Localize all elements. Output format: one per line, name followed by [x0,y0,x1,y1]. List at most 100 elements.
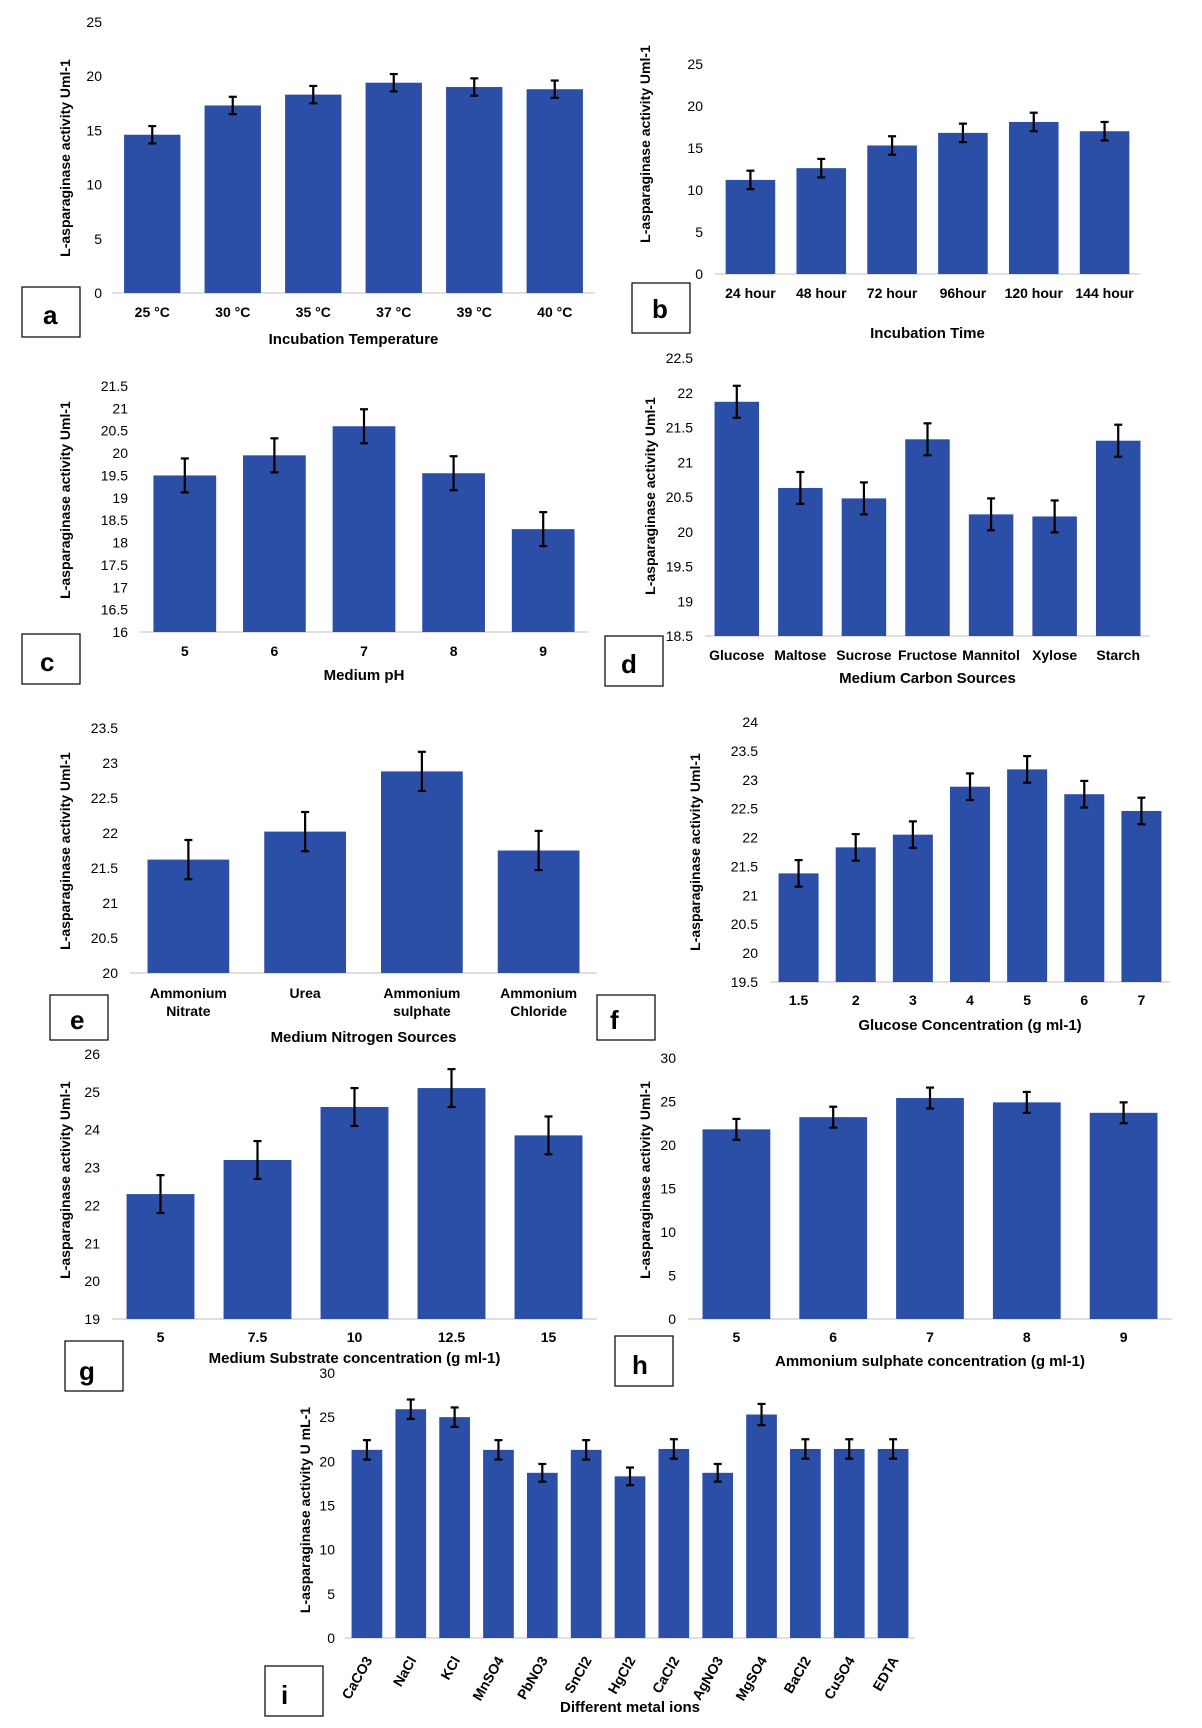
bar [446,87,503,293]
bar [483,1449,514,1638]
bar [153,475,217,632]
x-tick-label: Sucrose [836,647,891,663]
bar [223,1160,292,1319]
chart-panel-d: 18.5 19 19.5 20 20.5 21 21.5 22 22.5 Glucose Malto… [604,350,1150,687]
y-tick-label: 10 [319,1542,335,1558]
x-axis-title: Incubation Time [870,325,985,342]
error-bar [1050,499,1059,534]
x-tick-label: sulphate [393,1003,451,1019]
panel-label: d [621,649,637,679]
y-tick-label: 23 [742,772,758,788]
bar [395,1409,427,1638]
error-bar [539,511,548,548]
x-tick-label: MgSO4 [732,1653,770,1703]
y-tick-label: 25 [660,1094,676,1110]
error-bar [301,810,310,853]
y-tick-label: 21.5 [91,860,118,876]
y-tick-label: 16 [112,624,128,640]
x-tick-label: Nitrate [166,1003,211,1019]
bar [243,455,306,632]
x-tick-label: Ammonium [150,985,227,1001]
y-tick-label: 20.5 [101,423,128,439]
x-axis-title: Medium Nitrogen Sources [271,1029,457,1046]
x-tick-label: Mannitol [962,647,1020,663]
y-tick-label: 15 [660,1181,676,1197]
y-tick-label: 20 [102,965,118,981]
x-tick-label: NaCl [390,1654,420,1690]
error-bar [389,72,398,93]
bar [835,847,876,982]
x-tick-label: 144 hour [1075,285,1134,301]
x-axis-title: Medium pH [324,667,405,684]
panel-label: g [79,1356,95,1386]
bar [285,94,342,294]
x-tick-label: Ammonium [383,985,460,1001]
bar [439,1417,470,1638]
bar [1089,1112,1158,1319]
error-bar [746,169,755,191]
error-bar [888,135,897,156]
y-tick-label: 30 [319,1365,335,1381]
error-bar [470,77,479,97]
bar [905,439,950,636]
bar [526,1472,558,1638]
error-bar [406,1398,415,1421]
y-tick-label: 22 [742,830,758,846]
x-tick-label: KCl [437,1654,463,1683]
x-tick-label: SnCl2 [561,1653,595,1696]
bar [796,168,847,274]
bar [1121,810,1162,982]
y-axis-title: L-asparaginase activity Uml-1 [687,753,703,951]
y-tick-label: 22.5 [666,350,693,366]
error-bar [534,829,543,872]
x-tick-label: 3 [909,992,917,1008]
x-tick-label: 5 [1023,992,1031,1008]
y-tick-label: 21.5 [666,420,693,436]
y-tick-label: 17 [112,579,128,595]
x-tick-label: 5 [181,643,189,659]
x-tick-label: 39 °C [457,304,492,320]
y-tick-label: 21 [112,400,128,416]
y-tick-label: 24 [742,714,758,730]
y-tick-label: 0 [94,285,102,301]
y-tick-label: 19.5 [731,974,758,990]
error-bar [669,1438,678,1460]
error-bar [1080,779,1089,809]
y-tick-label: 15 [319,1498,335,1514]
y-axis-title: L-asparaginase activity U mL-1 [297,1407,313,1613]
bar [746,1414,777,1638]
bar [778,873,819,982]
x-tick-label: 7 [1138,992,1146,1008]
x-tick-label: Glucose [709,647,764,663]
panel-label-box [604,635,664,687]
bar [968,514,1014,636]
bar [658,1448,690,1638]
y-tick-label: 15 [687,140,703,156]
y-tick-label: 20.5 [731,916,758,932]
x-tick-label: 30 °C [215,304,250,320]
x-tick-label: 8 [1023,1329,1031,1345]
y-tick-label: 20 [112,445,128,461]
x-tick-label: 72 hour [867,285,918,301]
bar [417,1088,486,1319]
x-tick-label: 15 [541,1329,557,1345]
error-bar [801,1438,810,1460]
error-bar [958,122,967,144]
y-tick-label: 0 [668,1311,676,1327]
error-bar [156,1174,165,1215]
x-axis-title: Different metal ions [560,1699,700,1716]
y-tick-label: 0 [327,1630,335,1646]
x-tick-label: 8 [450,643,458,659]
error-bar [889,1438,898,1460]
bar [1007,769,1048,982]
error-bar [626,1466,634,1487]
y-tick-label: 19 [677,593,693,609]
error-bar [270,437,279,474]
y-tick-label: 0 [695,266,703,282]
y-tick-label: 19 [84,1311,100,1327]
y-tick-label: 19.5 [101,467,128,483]
panel-label: b [652,294,668,324]
error-bar [757,1402,766,1427]
panel-label-box [64,1340,124,1392]
error-bar [1100,120,1109,142]
